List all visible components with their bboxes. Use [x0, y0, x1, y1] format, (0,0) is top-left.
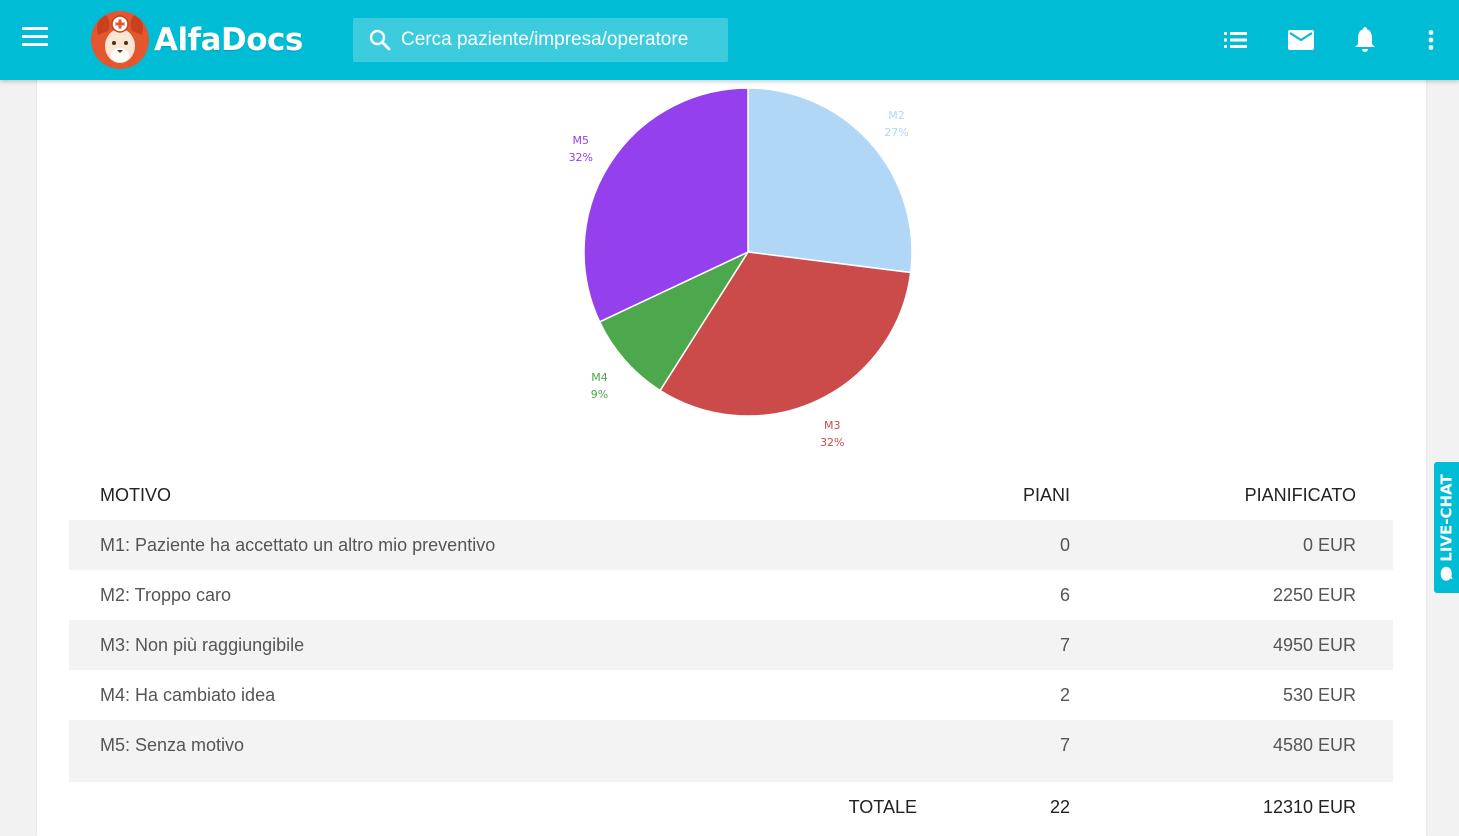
- row-pianificato: 2250 EUR: [1272, 584, 1356, 605]
- row-piani: 0: [949, 520, 1070, 570]
- col-header-piani: PIANI: [1022, 484, 1070, 505]
- search-icon: [369, 29, 391, 51]
- row-pianificato: 4950 EUR: [1070, 620, 1393, 670]
- row-motivo: M4: Ha cambiato idea: [100, 684, 276, 705]
- app-name: AlfaDocs: [154, 22, 303, 58]
- table-row: M1: Paziente ha accettato un altro mio p…: [69, 520, 1393, 570]
- table-row: M2: Troppo caro 6 2250 EUR: [69, 570, 1393, 620]
- table-total-row: TOTALE 22 12310 EUR: [69, 782, 1393, 832]
- live-chat-label: LIVE-CHAT: [1437, 473, 1456, 562]
- row-motivo: M5: Senza motivo: [69, 720, 949, 782]
- menu-icon[interactable]: [22, 27, 48, 49]
- pie-chart-container: M2 27% M3 32% M4 9% M5 32%: [37, 80, 1426, 475]
- total-piani: 22: [1049, 796, 1070, 817]
- table-header-row: MOTIVO PIANI PIANIFICATO: [69, 470, 1393, 520]
- table-row: M5: Senza motivo 7 4580 EUR: [69, 720, 1393, 782]
- lion-logo-icon: [91, 11, 149, 69]
- pie-percent-m5: 32%: [569, 151, 593, 164]
- pie-label-m5: M5: [573, 134, 590, 147]
- pie-percent-m2: 27%: [884, 126, 908, 139]
- row-piani: 7: [949, 620, 1070, 670]
- pie-slice-m5: [583, 87, 749, 323]
- mail-icon[interactable]: [1285, 24, 1317, 56]
- table-row: M3: Non più raggiungibile 7 4950 EUR: [69, 620, 1393, 670]
- row-pianificato: 4580 EUR: [1070, 720, 1393, 782]
- pie-slice-m2: [747, 87, 913, 274]
- row-motivo: M2: Troppo caro: [100, 584, 232, 605]
- row-pianificato: 530 EUR: [1282, 684, 1356, 705]
- pie-label-m3: M3: [824, 419, 841, 432]
- col-header-pianificato: PIANIFICATO: [1244, 484, 1356, 505]
- row-motivo: M3: Non più raggiungibile: [69, 620, 949, 670]
- row-motivo: M1: Paziente ha accettato un altro mio p…: [69, 520, 949, 570]
- list-icon[interactable]: [1220, 24, 1252, 56]
- table-row: M4: Ha cambiato idea 2 530 EUR: [69, 670, 1393, 720]
- reasons-table: MOTIVO PIANI PIANIFICATO M1: Paziente ha…: [69, 470, 1393, 832]
- app-logo[interactable]: AlfaDocs: [88, 9, 308, 71]
- pie-label-m2: M2: [888, 109, 905, 122]
- total-label: TOTALE: [848, 796, 917, 817]
- search-input[interactable]: [401, 29, 721, 51]
- pie-slice-m4: [598, 250, 751, 392]
- top-app-bar: AlfaDocs: [0, 0, 1459, 80]
- pie-percent-m4: 9%: [591, 388, 608, 401]
- row-piani: 2: [1059, 684, 1070, 705]
- col-header-motivo: MOTIVO: [100, 484, 171, 505]
- more-vert-icon[interactable]: [1415, 24, 1447, 56]
- pie-label-m4: M4: [591, 371, 608, 384]
- chat-bubble-icon: [1440, 566, 1453, 581]
- row-pianificato: 0 EUR: [1070, 520, 1393, 570]
- row-piani: 6: [1059, 584, 1070, 605]
- search-bar[interactable]: [353, 18, 728, 62]
- live-chat-tab[interactable]: LIVE-CHAT: [1434, 462, 1459, 593]
- report-card: M2 27% M3 32% M4 9% M5 32% MOTIVO PIANI PIANIFI…: [37, 80, 1426, 836]
- total-pianificato: 12310 EUR: [1262, 796, 1356, 817]
- bell-icon[interactable]: [1349, 24, 1381, 56]
- pie-chart: M2 27% M3 32% M4 9% M5 32%: [569, 87, 913, 449]
- row-piani: 7: [949, 720, 1070, 782]
- pie-percent-m3: 32%: [820, 436, 844, 449]
